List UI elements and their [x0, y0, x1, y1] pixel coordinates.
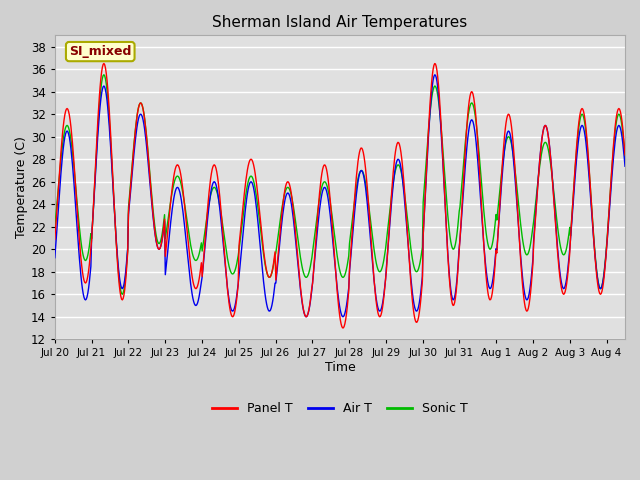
Y-axis label: Temperature (C): Temperature (C) — [15, 136, 28, 238]
Text: SI_mixed: SI_mixed — [69, 45, 131, 58]
Legend: Panel T, Air T, Sonic T: Panel T, Air T, Sonic T — [207, 397, 472, 420]
X-axis label: Time: Time — [324, 361, 355, 374]
Title: Sherman Island Air Temperatures: Sherman Island Air Temperatures — [212, 15, 468, 30]
